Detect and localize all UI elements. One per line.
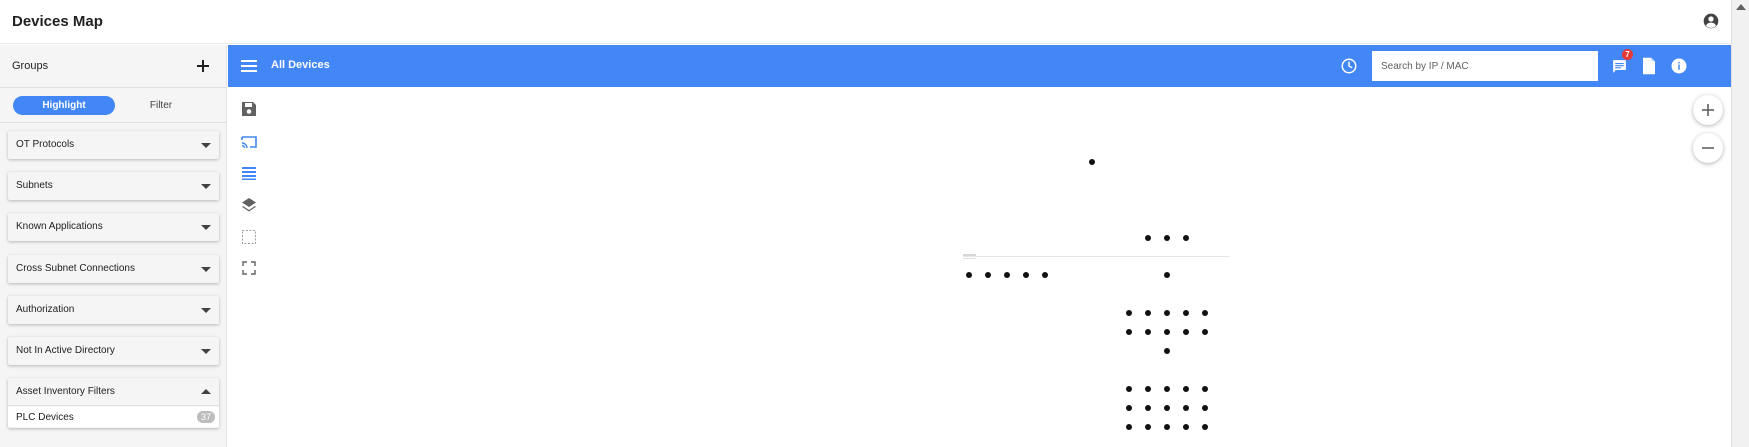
- zoom-in-button[interactable]: [1693, 95, 1723, 125]
- clock-history-icon[interactable]: [1340, 57, 1358, 75]
- device-node[interactable]: [985, 272, 991, 278]
- device-node[interactable]: [1183, 386, 1189, 392]
- device-node[interactable]: [1145, 235, 1151, 241]
- device-node[interactable]: [1202, 329, 1208, 335]
- accordion-label: Cross Subnet Connections: [16, 263, 135, 274]
- groups-sidebar: Groups Highlight Filter OT Protocols Sub…: [0, 45, 227, 447]
- list-item-label: PLC Devices: [16, 412, 74, 423]
- save-icon[interactable]: [241, 101, 257, 117]
- plus-icon[interactable]: [196, 59, 210, 73]
- map-cluster-label: [963, 258, 976, 259]
- map-edge: [963, 256, 1229, 257]
- device-node[interactable]: [1183, 329, 1189, 335]
- device-node[interactable]: [1126, 310, 1132, 316]
- device-node[interactable]: [1004, 272, 1010, 278]
- count-badge: 37: [197, 411, 215, 423]
- accordion-subnets[interactable]: Subnets: [8, 172, 219, 200]
- chevron-down-icon: [201, 225, 211, 230]
- device-map-canvas[interactable]: [228, 88, 1731, 447]
- fullscreen-icon[interactable]: [241, 260, 257, 276]
- device-node[interactable]: [1164, 424, 1170, 430]
- device-node[interactable]: [1202, 424, 1208, 430]
- layers-icon[interactable]: [241, 197, 257, 213]
- device-node[interactable]: [1145, 424, 1151, 430]
- chevron-down-icon: [201, 184, 211, 189]
- device-node[interactable]: [1042, 272, 1048, 278]
- accordion-cross-subnet-connections[interactable]: Cross Subnet Connections: [8, 255, 219, 283]
- view-title: All Devices: [271, 59, 330, 71]
- device-node[interactable]: [1183, 424, 1189, 430]
- chat-icon[interactable]: [1611, 58, 1628, 75]
- title-bar: Devices Map: [0, 0, 1731, 44]
- zoom-in-icon: [1702, 104, 1714, 116]
- accordion-authorization[interactable]: Authorization: [8, 296, 219, 324]
- app-title: Devices Map: [12, 13, 103, 30]
- device-node[interactable]: [1145, 310, 1151, 316]
- accordion-known-applications[interactable]: Known Applications: [8, 213, 219, 241]
- accordion-label: OT Protocols: [16, 139, 75, 150]
- device-node[interactable]: [1145, 386, 1151, 392]
- accordion-label: Not In Active Directory: [16, 345, 115, 356]
- device-node[interactable]: [1126, 424, 1132, 430]
- chevron-down-icon: [201, 267, 211, 272]
- list-item[interactable]: PLC Devices 37: [8, 407, 219, 427]
- accordion-header[interactable]: Asset Inventory Filters: [8, 378, 219, 406]
- accordion-label: Asset Inventory Filters: [16, 386, 115, 397]
- device-node[interactable]: [1126, 386, 1132, 392]
- device-node[interactable]: [1202, 310, 1208, 316]
- device-node[interactable]: [1089, 159, 1095, 165]
- accordion-label: Known Applications: [16, 221, 103, 232]
- device-node[interactable]: [966, 272, 972, 278]
- device-node[interactable]: [1202, 405, 1208, 411]
- device-node[interactable]: [1202, 386, 1208, 392]
- cast-icon[interactable]: [241, 134, 257, 150]
- chevron-down-icon: [201, 308, 211, 313]
- device-node[interactable]: [1183, 310, 1189, 316]
- document-icon[interactable]: [1641, 57, 1657, 75]
- map-cluster-label: [963, 254, 976, 256]
- vertical-scrollbar[interactable]: [1731, 0, 1749, 447]
- groups-header: Groups: [0, 45, 227, 88]
- device-node[interactable]: [1164, 348, 1170, 354]
- groups-title: Groups: [12, 60, 49, 72]
- chevron-down-icon: [201, 349, 211, 354]
- zoom-out-icon: [1702, 147, 1714, 149]
- device-node[interactable]: [1183, 235, 1189, 241]
- device-node[interactable]: [1164, 405, 1170, 411]
- info-icon[interactable]: [1670, 57, 1688, 75]
- device-node[interactable]: [1183, 405, 1189, 411]
- notification-badge: 7: [1622, 49, 1633, 60]
- device-node[interactable]: [1126, 329, 1132, 335]
- accordion-ot-protocols[interactable]: OT Protocols: [8, 131, 219, 159]
- mode-toggle: Highlight Filter: [0, 89, 227, 123]
- scroll-up-arrow-icon[interactable]: [1736, 4, 1746, 10]
- filter-mode-button[interactable]: Filter: [149, 100, 173, 111]
- account-circle-icon[interactable]: [1703, 13, 1719, 29]
- accordion-label: Authorization: [16, 304, 75, 315]
- search-input[interactable]: [1372, 51, 1598, 81]
- list-view-icon[interactable]: [241, 165, 257, 181]
- accordion-asset-inventory-filters: Asset Inventory Filters PLC Devices 37: [8, 378, 219, 428]
- hamburger-menu-icon[interactable]: [241, 59, 257, 73]
- chevron-down-icon: [201, 143, 211, 148]
- device-node[interactable]: [1164, 329, 1170, 335]
- device-node[interactable]: [1145, 405, 1151, 411]
- device-node[interactable]: [1023, 272, 1029, 278]
- device-node[interactable]: [1164, 310, 1170, 316]
- chevron-up-icon: [201, 389, 211, 394]
- accordion-not-in-active-directory[interactable]: Not In Active Directory: [8, 337, 219, 365]
- map-toolbar: All Devices 7: [228, 45, 1731, 87]
- highlight-mode-button[interactable]: Highlight: [13, 96, 115, 115]
- device-node[interactable]: [1164, 272, 1170, 278]
- device-node[interactable]: [1126, 405, 1132, 411]
- accordion-label: Subnets: [16, 180, 53, 191]
- zoom-out-button[interactable]: [1693, 133, 1723, 163]
- device-node[interactable]: [1164, 386, 1170, 392]
- device-node[interactable]: [1164, 235, 1170, 241]
- device-node[interactable]: [1145, 329, 1151, 335]
- selection-icon[interactable]: [241, 229, 257, 245]
